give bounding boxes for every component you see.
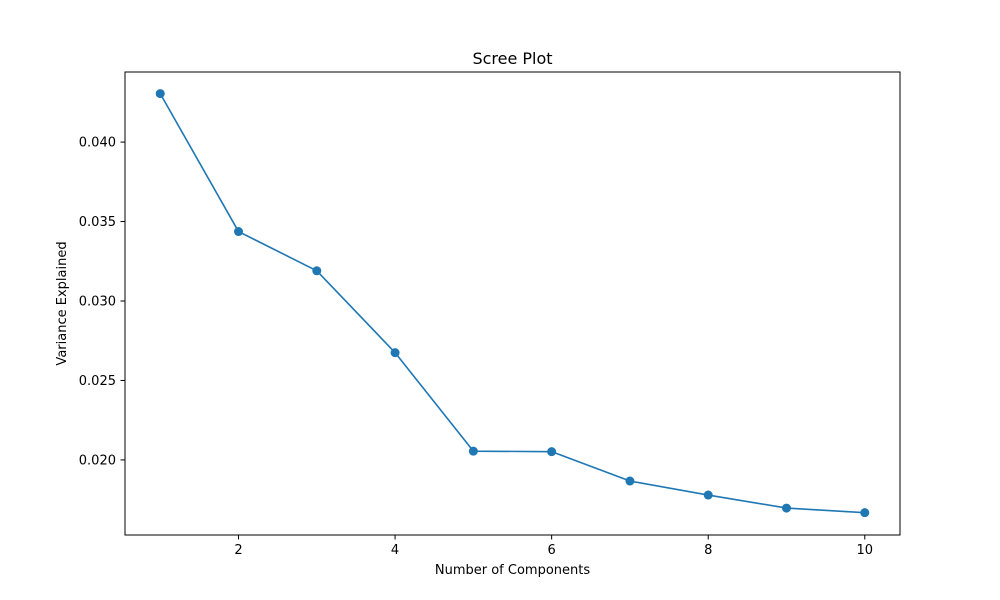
data-point (155, 89, 165, 99)
y-tick-label: 0.035 (79, 215, 116, 230)
x-axis-ticks: 2 4 6 8 10 (234, 535, 873, 558)
x-axis-label: Number of Components (435, 563, 590, 578)
y-tick-label: 0.030 (79, 294, 116, 309)
series-line (159, 93, 865, 514)
x-tick-label: 4 (391, 543, 399, 558)
data-point (703, 490, 713, 500)
plot-frame (124, 71, 901, 536)
x-tick-label: 2 (234, 543, 242, 558)
x-tick-label: 10 (856, 543, 873, 558)
y-tick-label: 0.020 (79, 453, 116, 468)
plot-area (124, 71, 901, 536)
data-point (234, 227, 244, 237)
y-axis-ticks: 0.020 0.025 0.030 0.035 0.040 (79, 136, 125, 468)
y-axis-label: Variance Explained (55, 241, 70, 365)
series-layer (155, 89, 870, 518)
y-tick-label: 0.025 (79, 374, 116, 389)
x-tick-label: 8 (704, 543, 712, 558)
data-point (625, 476, 635, 486)
x-tick-label: 6 (548, 543, 556, 558)
data-point (312, 266, 322, 276)
data-point (547, 447, 557, 457)
data-point (781, 503, 791, 513)
y-tick-label: 0.040 (79, 136, 116, 151)
data-point (468, 446, 478, 456)
data-point (390, 348, 400, 358)
chart-title: Scree Plot (472, 49, 552, 68)
data-point (860, 508, 870, 518)
